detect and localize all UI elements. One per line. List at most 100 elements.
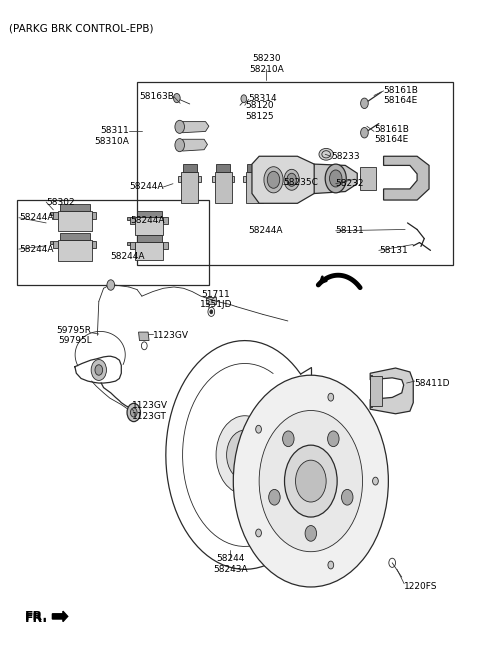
- Circle shape: [175, 139, 184, 152]
- Polygon shape: [215, 172, 232, 203]
- Text: 1220FS: 1220FS: [404, 582, 438, 591]
- Polygon shape: [179, 176, 181, 181]
- Circle shape: [287, 174, 297, 186]
- Circle shape: [227, 430, 263, 480]
- Circle shape: [216, 416, 274, 494]
- Text: 58235C: 58235C: [283, 178, 318, 187]
- Ellipse shape: [319, 149, 333, 160]
- Ellipse shape: [300, 178, 311, 189]
- Polygon shape: [232, 176, 235, 181]
- Text: 58244A: 58244A: [129, 183, 163, 191]
- Text: 1123GV
1123GT: 1123GV 1123GT: [132, 402, 168, 421]
- Text: 1123GV: 1123GV: [153, 331, 189, 340]
- Polygon shape: [92, 212, 96, 219]
- Circle shape: [328, 561, 334, 569]
- Text: 58314: 58314: [249, 94, 277, 103]
- Circle shape: [284, 170, 300, 190]
- Polygon shape: [60, 233, 90, 240]
- Circle shape: [296, 460, 326, 502]
- Text: 59795R
59795L: 59795R 59795L: [57, 326, 92, 345]
- Circle shape: [264, 167, 283, 193]
- Polygon shape: [198, 176, 201, 181]
- Polygon shape: [58, 211, 92, 231]
- Text: 58244
58243A: 58244 58243A: [213, 554, 248, 574]
- Circle shape: [175, 121, 184, 134]
- Polygon shape: [243, 176, 246, 181]
- Polygon shape: [252, 157, 322, 203]
- Text: 58120
58125: 58120 58125: [245, 102, 274, 121]
- Circle shape: [341, 489, 353, 505]
- Circle shape: [283, 431, 294, 447]
- Polygon shape: [246, 172, 263, 203]
- Polygon shape: [58, 240, 92, 261]
- Circle shape: [267, 172, 280, 188]
- Circle shape: [328, 393, 334, 401]
- Circle shape: [327, 431, 339, 447]
- Text: (PARKG BRK CONTROL-EPB): (PARKG BRK CONTROL-EPB): [9, 24, 154, 33]
- Circle shape: [360, 128, 368, 138]
- Circle shape: [241, 95, 247, 103]
- Text: FR.: FR.: [24, 610, 48, 623]
- Text: 58131: 58131: [379, 246, 408, 255]
- Circle shape: [329, 170, 342, 187]
- Text: 58233: 58233: [331, 152, 360, 160]
- Polygon shape: [216, 164, 230, 172]
- Ellipse shape: [364, 174, 372, 184]
- Text: 58244A: 58244A: [130, 216, 165, 225]
- Polygon shape: [181, 172, 198, 203]
- Polygon shape: [183, 164, 197, 172]
- Polygon shape: [212, 176, 215, 181]
- Circle shape: [127, 403, 141, 422]
- Text: 58131: 58131: [336, 226, 364, 235]
- Circle shape: [210, 310, 213, 314]
- Circle shape: [256, 529, 262, 537]
- Polygon shape: [370, 376, 382, 406]
- Polygon shape: [139, 332, 149, 341]
- Polygon shape: [137, 210, 161, 217]
- Circle shape: [233, 375, 388, 587]
- Text: 58244A: 58244A: [19, 213, 53, 222]
- Polygon shape: [127, 217, 130, 221]
- Text: 58411D: 58411D: [415, 379, 450, 388]
- Circle shape: [259, 411, 362, 552]
- Text: 58302: 58302: [46, 198, 75, 206]
- Polygon shape: [314, 164, 357, 193]
- Text: 58163B: 58163B: [139, 92, 174, 102]
- Circle shape: [305, 525, 317, 541]
- Text: 58311
58310A: 58311 58310A: [94, 126, 129, 145]
- Polygon shape: [52, 611, 68, 622]
- Text: 51711
1351JD: 51711 1351JD: [200, 290, 232, 309]
- Polygon shape: [53, 241, 58, 248]
- Polygon shape: [127, 242, 130, 245]
- Text: 58230
58210A: 58230 58210A: [249, 54, 284, 74]
- Text: 58161B
58164E: 58161B 58164E: [384, 86, 419, 105]
- Circle shape: [285, 445, 337, 517]
- Text: 58244A: 58244A: [19, 244, 53, 253]
- Circle shape: [91, 360, 107, 381]
- Circle shape: [131, 408, 137, 417]
- Polygon shape: [135, 217, 163, 235]
- Polygon shape: [163, 217, 168, 224]
- Circle shape: [360, 98, 368, 109]
- Polygon shape: [53, 212, 58, 219]
- Circle shape: [372, 477, 378, 485]
- Text: 58244A: 58244A: [249, 226, 283, 235]
- Polygon shape: [370, 375, 372, 407]
- Polygon shape: [50, 241, 53, 244]
- Polygon shape: [137, 235, 161, 242]
- Circle shape: [269, 489, 280, 505]
- Polygon shape: [360, 168, 376, 190]
- Circle shape: [325, 164, 346, 193]
- Polygon shape: [163, 242, 168, 249]
- Circle shape: [107, 280, 115, 290]
- Polygon shape: [182, 122, 209, 133]
- Polygon shape: [263, 176, 265, 181]
- Text: FR.: FR.: [24, 612, 48, 625]
- Polygon shape: [130, 242, 135, 249]
- Bar: [17, 200, 209, 285]
- Polygon shape: [50, 212, 53, 215]
- Circle shape: [95, 365, 103, 375]
- Text: 58161B
58164E: 58161B 58164E: [374, 125, 409, 144]
- Polygon shape: [182, 140, 207, 151]
- Bar: [137, 83, 453, 265]
